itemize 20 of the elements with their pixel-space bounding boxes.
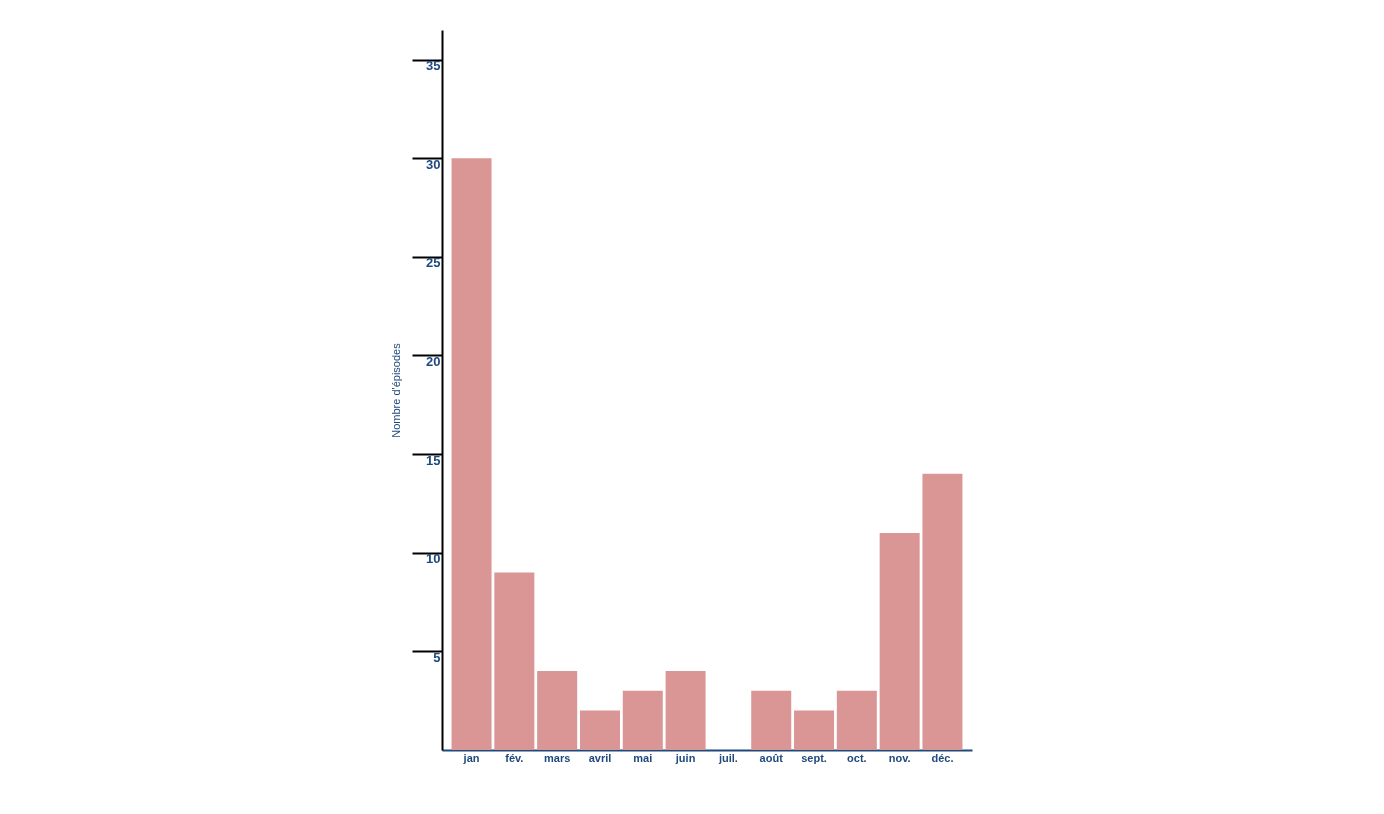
x-tick-label: août [759, 751, 784, 764]
x-tick-label: jan [462, 751, 480, 764]
x-tick-label: nov. [888, 751, 911, 764]
y-tick-label: 10 [426, 551, 441, 567]
x-tick-label: sept. [801, 751, 827, 764]
x-tick-label: juin [674, 751, 696, 764]
y-tick-label: 5 [433, 649, 441, 665]
y-tick-label: 15 [426, 452, 441, 468]
y-tick-label: 35 [426, 58, 441, 74]
y-tick-label: 20 [426, 353, 441, 369]
x-tick-label: oct. [847, 751, 867, 764]
x-tick-label: fév. [505, 751, 524, 764]
y-tick-label: 30 [426, 156, 441, 172]
x-tick-label: juil. [717, 751, 738, 764]
x-tick-label: déc. [931, 751, 954, 764]
x-tick-label: mars [544, 751, 571, 764]
y-axis-title: Nombre d'épisodes [389, 342, 402, 438]
x-tick-label: mai [633, 751, 653, 764]
x-tick-label: avril [588, 751, 612, 764]
y-tick-label: 25 [426, 255, 441, 271]
